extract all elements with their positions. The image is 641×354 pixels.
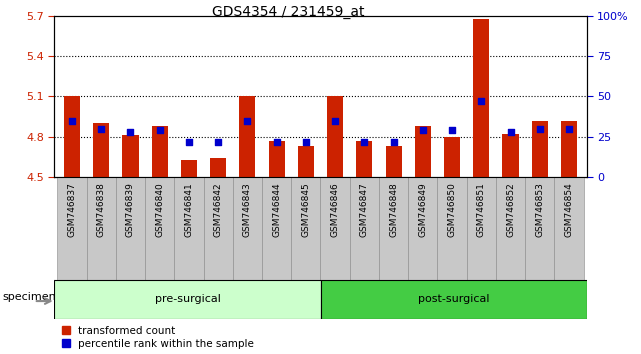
Text: GSM746841: GSM746841: [185, 182, 194, 237]
Bar: [531, 121, 548, 177]
Point: [330, 118, 340, 124]
Bar: [554, 177, 583, 280]
Bar: [204, 177, 233, 280]
Point: [96, 126, 106, 131]
Text: GSM746850: GSM746850: [447, 182, 456, 237]
Bar: [122, 135, 138, 177]
Bar: [467, 177, 496, 280]
Bar: [415, 126, 431, 177]
Bar: [181, 160, 197, 177]
Text: GSM746838: GSM746838: [97, 182, 106, 237]
Text: GSM746854: GSM746854: [565, 182, 574, 237]
Bar: [64, 97, 80, 177]
Bar: [145, 177, 174, 280]
Text: GDS4354 / 231459_at: GDS4354 / 231459_at: [212, 5, 365, 19]
Bar: [298, 146, 314, 177]
Point: [301, 139, 311, 144]
Bar: [473, 19, 489, 177]
Text: GSM746837: GSM746837: [67, 182, 76, 237]
Point: [242, 118, 253, 124]
Bar: [152, 126, 168, 177]
Bar: [525, 177, 554, 280]
Bar: [58, 177, 87, 280]
Bar: [239, 97, 256, 177]
Point: [476, 98, 487, 104]
Point: [126, 129, 136, 135]
Text: GSM746840: GSM746840: [155, 182, 164, 237]
Text: GSM746842: GSM746842: [213, 182, 222, 237]
Text: GSM746847: GSM746847: [360, 182, 369, 237]
Bar: [116, 177, 145, 280]
Text: post-surgical: post-surgical: [418, 294, 489, 304]
Text: GSM746843: GSM746843: [243, 182, 252, 237]
Bar: [93, 123, 110, 177]
Point: [447, 127, 457, 133]
Text: GSM746848: GSM746848: [389, 182, 398, 237]
Text: specimen: specimen: [3, 292, 56, 302]
Bar: [503, 134, 519, 177]
Text: GSM746853: GSM746853: [535, 182, 544, 237]
Bar: [320, 280, 587, 319]
Point: [272, 139, 282, 144]
Bar: [210, 158, 226, 177]
Bar: [496, 177, 525, 280]
Bar: [87, 177, 116, 280]
Bar: [437, 177, 467, 280]
Point: [154, 127, 165, 133]
Bar: [54, 280, 320, 319]
Bar: [356, 141, 372, 177]
Point: [213, 139, 223, 144]
Bar: [444, 137, 460, 177]
Bar: [327, 97, 343, 177]
Bar: [408, 177, 437, 280]
Text: GSM746851: GSM746851: [477, 182, 486, 237]
Bar: [262, 177, 291, 280]
Point: [564, 126, 574, 131]
Text: pre-surgical: pre-surgical: [154, 294, 221, 304]
Bar: [350, 177, 379, 280]
Text: GSM746849: GSM746849: [419, 182, 428, 237]
Bar: [269, 141, 285, 177]
Point: [388, 139, 399, 144]
Legend: transformed count, percentile rank within the sample: transformed count, percentile rank withi…: [60, 324, 256, 351]
Bar: [379, 177, 408, 280]
Point: [418, 127, 428, 133]
Bar: [291, 177, 320, 280]
Text: GSM746839: GSM746839: [126, 182, 135, 237]
Point: [67, 118, 77, 124]
Point: [505, 129, 515, 135]
Point: [184, 139, 194, 144]
Text: GSM746845: GSM746845: [301, 182, 310, 237]
Bar: [233, 177, 262, 280]
Text: GSM746846: GSM746846: [331, 182, 340, 237]
Bar: [561, 121, 577, 177]
Text: GSM746844: GSM746844: [272, 182, 281, 237]
Text: GSM746852: GSM746852: [506, 182, 515, 237]
Bar: [385, 146, 402, 177]
Point: [359, 139, 369, 144]
Bar: [320, 177, 350, 280]
Bar: [174, 177, 204, 280]
Point: [535, 126, 545, 131]
